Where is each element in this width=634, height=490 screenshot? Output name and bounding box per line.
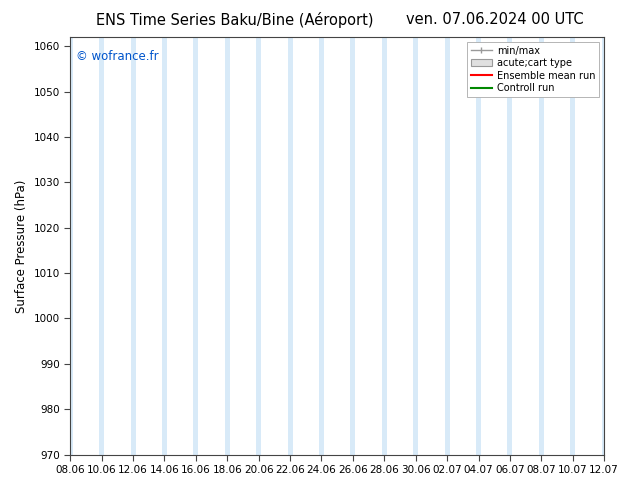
Bar: [193, 37, 198, 455]
Bar: [99, 37, 104, 455]
Bar: [570, 37, 575, 455]
Bar: [131, 37, 136, 455]
Legend: min/max, acute;cart type, Ensemble mean run, Controll run: min/max, acute;cart type, Ensemble mean …: [467, 42, 599, 97]
Text: © wofrance.fr: © wofrance.fr: [75, 49, 158, 63]
Bar: [444, 37, 450, 455]
Bar: [351, 37, 356, 455]
Bar: [413, 37, 418, 455]
Bar: [319, 37, 324, 455]
Text: ENS Time Series Baku/Bine (Aéroport): ENS Time Series Baku/Bine (Aéroport): [96, 12, 373, 28]
Text: ven. 07.06.2024 00 UTC: ven. 07.06.2024 00 UTC: [406, 12, 583, 27]
Bar: [68, 37, 73, 455]
Bar: [256, 37, 261, 455]
Bar: [602, 37, 607, 455]
Bar: [224, 37, 230, 455]
Bar: [476, 37, 481, 455]
Bar: [162, 37, 167, 455]
Bar: [539, 37, 544, 455]
Bar: [382, 37, 387, 455]
Bar: [507, 37, 512, 455]
Bar: [288, 37, 292, 455]
Y-axis label: Surface Pressure (hPa): Surface Pressure (hPa): [15, 179, 28, 313]
